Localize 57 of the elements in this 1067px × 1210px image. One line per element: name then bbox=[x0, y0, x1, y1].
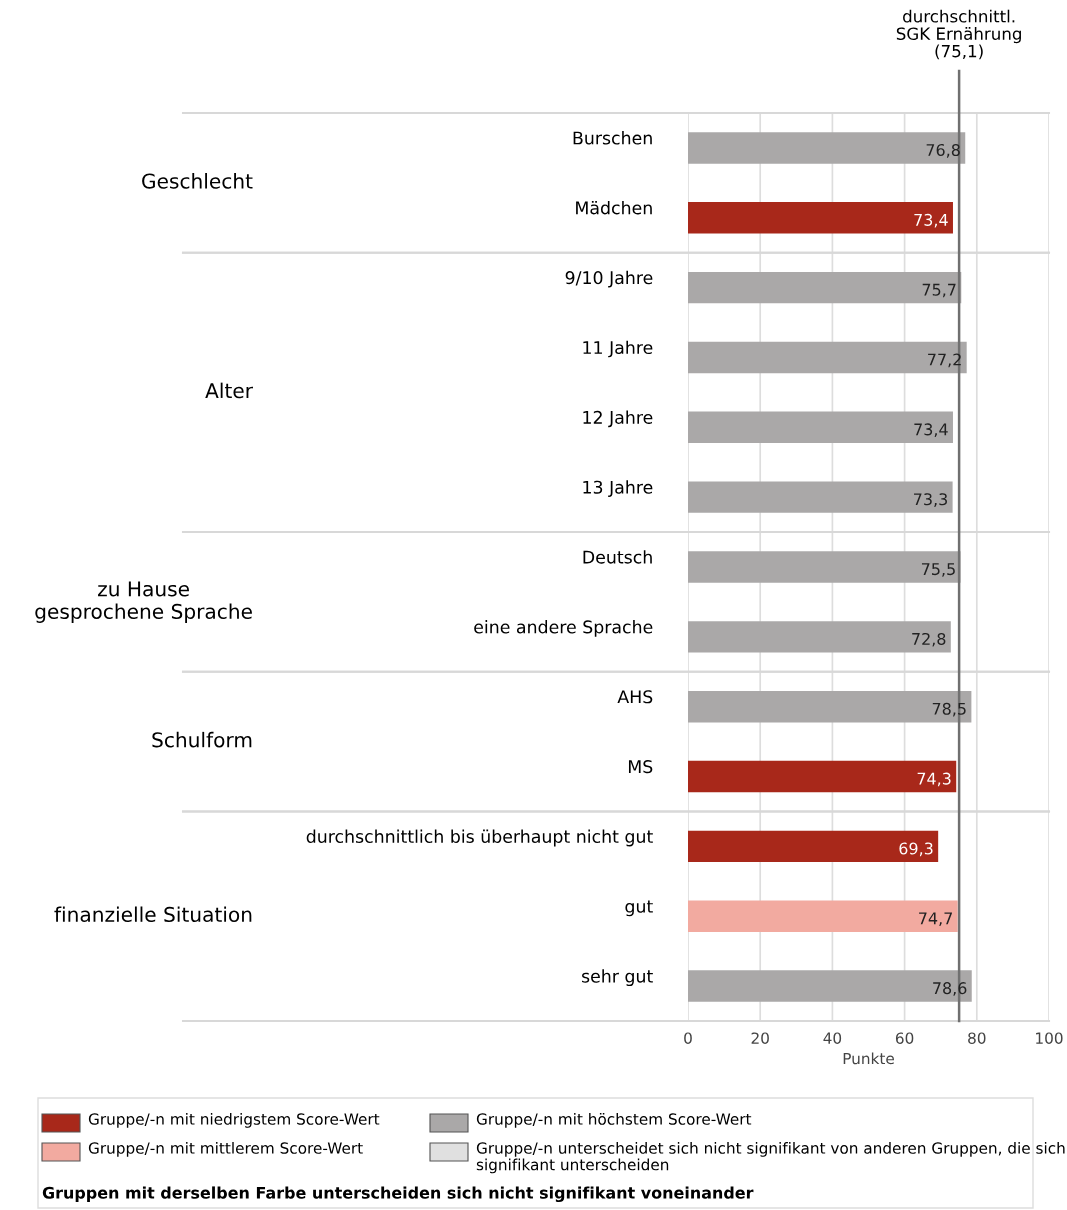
bar bbox=[688, 202, 953, 234]
data-label: 76,8 bbox=[926, 143, 960, 158]
bar bbox=[688, 690, 972, 723]
bar bbox=[688, 341, 967, 374]
data-label: 72,8 bbox=[912, 632, 946, 647]
x-tick-label: 80 bbox=[968, 1032, 986, 1044]
y-tick-label: eine andere Sprache bbox=[474, 620, 653, 637]
data-label: 75,5 bbox=[921, 563, 955, 577]
bar bbox=[688, 132, 966, 164]
data-label: 73,4 bbox=[914, 423, 948, 438]
y-tick-label: Deutsch bbox=[583, 550, 652, 564]
bar bbox=[688, 481, 953, 513]
data-label: 74,3 bbox=[917, 772, 951, 787]
text: Alter bbox=[205, 382, 253, 399]
bar bbox=[688, 830, 939, 863]
data-label: 77,2 bbox=[928, 353, 961, 368]
legend-label: Gruppe/-n mit niedrigstem Score-Wert bbox=[88, 1113, 380, 1128]
y-tick-label: gut bbox=[625, 900, 653, 917]
text: Schulform bbox=[152, 731, 252, 748]
y-tick-label: 13 Jahre bbox=[583, 480, 653, 498]
bar bbox=[688, 551, 961, 583]
text: Geschlecht bbox=[142, 173, 253, 189]
bar bbox=[688, 900, 958, 932]
y-tick-label: Mädchen bbox=[576, 200, 652, 215]
data-label: 78,6 bbox=[933, 982, 967, 996]
text: Gruppen mit derselben Farbe unterscheiden sich nicht signifikant voneinander bbox=[42, 1186, 754, 1202]
data-label: 73,3 bbox=[914, 493, 947, 507]
x-axis-title: Punkte bbox=[843, 1052, 894, 1065]
y-tick-label: 12 Jahre bbox=[583, 410, 653, 428]
bar bbox=[688, 411, 953, 444]
data-label: 73,4 bbox=[914, 213, 948, 228]
y-tick-label: 9/10 Jahre bbox=[565, 270, 653, 288]
legend-label: Gruppe/-n unterscheidet sich nicht signifikant von anderen Gruppen, die sich signifikant unterscheiden bbox=[476, 1142, 1065, 1174]
y-tick-label: AHS bbox=[617, 690, 653, 704]
bar bbox=[688, 621, 951, 653]
y-tick-label: sehr gut bbox=[582, 969, 653, 987]
data-label: 78,5 bbox=[932, 702, 966, 717]
data-label: 75,7 bbox=[922, 283, 956, 298]
y-tick-label: durchschnittlich bis überhaupt nicht gut bbox=[306, 829, 653, 847]
legend-label: Gruppe/-n mit mittlerem Score-Wert bbox=[88, 1142, 363, 1157]
y-tick-label: MS bbox=[628, 760, 653, 774]
bar bbox=[688, 271, 962, 304]
bar bbox=[688, 970, 972, 1002]
y-tick-label: 11 Jahre bbox=[583, 340, 653, 358]
text: zu Hause gesprochene Sprache bbox=[35, 581, 252, 623]
ref-line-label: durchschnittl. SGK Ernährung (75,1) bbox=[896, 9, 1021, 60]
x-tick-label: 40 bbox=[823, 1032, 842, 1044]
data-label: 69,3 bbox=[899, 842, 933, 857]
x-tick-label: 100 bbox=[1036, 1032, 1063, 1044]
text: finanzielle Situation bbox=[54, 906, 252, 923]
x-tick-label: 60 bbox=[895, 1032, 914, 1044]
legend-label: Gruppe/-n mit höchstem Score-Wert bbox=[476, 1113, 752, 1128]
x-tick-label: 0 bbox=[684, 1032, 692, 1044]
y-tick-label: Burschen bbox=[573, 131, 652, 145]
x-tick-label: 20 bbox=[751, 1032, 769, 1044]
bar bbox=[688, 760, 957, 793]
data-label: 74,7 bbox=[919, 912, 952, 926]
